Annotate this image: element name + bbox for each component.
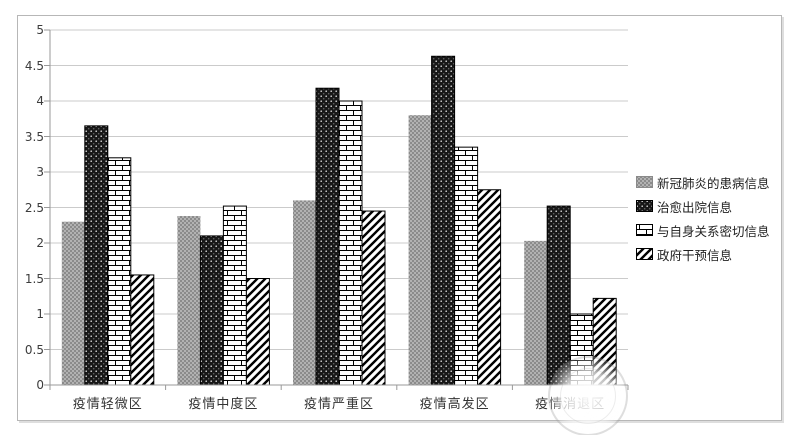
bar-brick-疫情中度区	[222, 205, 247, 386]
bar-black-dots-疫情高发区	[431, 55, 456, 386]
bar-black-dots-疫情严重区	[315, 87, 340, 386]
x-axis-label: 疫情严重区	[303, 397, 374, 412]
legend-item: 治愈出院信息	[636, 194, 786, 218]
x-axis-label: 疫情高发区	[419, 397, 490, 412]
bar-black-dots-疫情中度区	[199, 235, 224, 386]
bar-brick-疫情严重区	[338, 100, 363, 386]
legend-label: 新冠肺炎的患病信息	[657, 175, 770, 191]
bar-diagonal-stripes-疫情高发区	[477, 189, 502, 386]
axes	[44, 29, 629, 390]
y-axis-label: 1	[36, 307, 44, 321]
bar-black-dots-疫情消退区	[546, 205, 571, 386]
y-axis-label: 1.5	[24, 271, 44, 286]
y-axis-label: 4	[36, 94, 44, 108]
y-axis-label: 5	[36, 23, 44, 37]
y-axis-label: 4.5	[24, 58, 44, 73]
legend-swatch-brick-icon	[636, 224, 653, 236]
bar-brick-疫情消退区	[569, 313, 594, 386]
bar-gray-checker-疫情轻微区	[61, 221, 85, 385]
y-axis-label: 3.5	[24, 129, 44, 144]
y-axis-label: 2.5	[24, 200, 44, 215]
bar-black-dots-疫情轻微区	[84, 125, 109, 386]
bar-gray-checker-疫情消退区	[524, 240, 548, 385]
y-axis-label: 2	[36, 236, 44, 250]
legend-item: 新冠肺炎的患病信息	[636, 170, 786, 194]
bar-gray-checker-疫情中度区	[177, 216, 201, 385]
y-axis-label: 0.5	[24, 342, 44, 357]
legend-swatch-diagonal-stripes-icon	[636, 248, 653, 260]
x-axis-label: 疫情中度区	[188, 397, 259, 412]
legend-label: 政府干预信息	[657, 247, 733, 263]
bar-gray-checker-疫情高发区	[408, 115, 432, 385]
legend-label: 与自身关系密切信息	[657, 223, 770, 239]
legend-label: 治愈出院信息	[657, 199, 733, 215]
legend-item: 政府干预信息	[636, 242, 786, 266]
bar-brick-疫情高发区	[454, 146, 479, 386]
bar-diagonal-stripes-疫情严重区	[361, 210, 386, 386]
x-axis-label: 疫情轻微区	[72, 397, 143, 412]
legend-swatch-gray-checker-icon	[636, 176, 653, 188]
y-axis-label: 3	[36, 165, 44, 179]
legend-swatch-black-dots-icon	[636, 200, 653, 212]
bar-diagonal-stripes-疫情中度区	[245, 278, 270, 386]
x-axis-label: 疫情消退区	[535, 397, 606, 412]
bar-diagonal-stripes-疫情轻微区	[130, 274, 155, 386]
bar-gray-checker-疫情严重区	[293, 200, 316, 385]
legend: 新冠肺炎的患病信息 治愈出院信息与自身关系密切信息 政府干预信息	[636, 170, 786, 266]
bars	[61, 55, 617, 386]
y-axis-label: 0	[36, 378, 44, 392]
legend-item: 与自身关系密切信息	[636, 218, 786, 242]
bar-brick-疫情轻微区	[107, 157, 132, 386]
bar-diagonal-stripes-疫情消退区	[592, 297, 617, 386]
